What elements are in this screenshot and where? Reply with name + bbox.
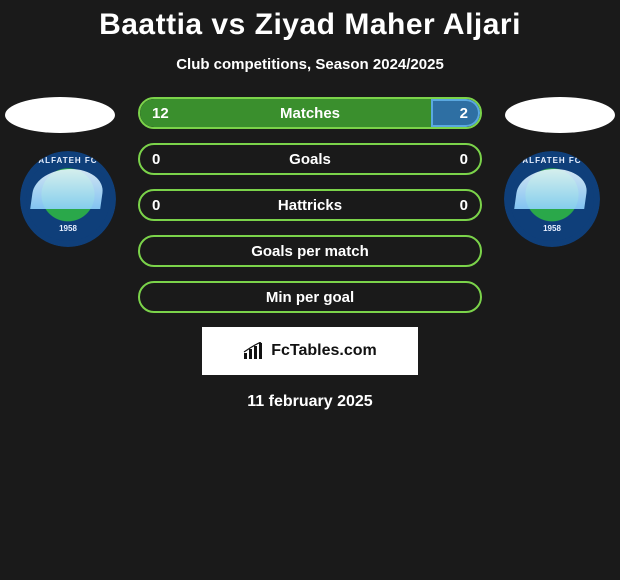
stat-label: Hattricks [278, 197, 342, 214]
stat-label: Matches [280, 105, 340, 122]
stat-row: 0 0 Goals [138, 143, 482, 175]
subtitle: Club competitions, Season 2024/2025 [0, 56, 620, 73]
stat-value-left: 0 [152, 197, 160, 214]
stat-fill-right [431, 99, 480, 127]
stat-row: Goals per match [138, 235, 482, 267]
stat-value-left: 0 [152, 151, 160, 168]
stat-label: Goals per match [251, 243, 369, 260]
stat-value-right: 2 [460, 105, 468, 122]
badge-text-right: ALFATEH FC [504, 156, 600, 165]
badge-year-right: 1958 [504, 224, 600, 233]
player-photo-right [505, 97, 615, 133]
page-title: Baattia vs Ziyad Maher Aljari [0, 8, 620, 42]
stat-label: Min per goal [266, 289, 354, 306]
stat-row: Min per goal [138, 281, 482, 313]
stat-value-right: 0 [460, 151, 468, 168]
club-badge-right: ALFATEH FC 1958 [504, 151, 600, 247]
comparison-infographic: Baattia vs Ziyad Maher Aljari Club compe… [0, 0, 620, 411]
main-area: ALFATEH FC 1958 ALFATEH FC 1958 12 2 Match… [0, 97, 620, 411]
stats-list: 12 2 Matches 0 0 Goals 0 0 Hattricks Goals per ma… [138, 97, 482, 313]
bar-chart-icon [243, 342, 265, 360]
badge-text-left: ALFATEH FC [20, 156, 116, 165]
watermark: FcTables.com [202, 327, 418, 375]
club-badge-left: ALFATEH FC 1958 [20, 151, 116, 247]
date-label: 11 february 2025 [0, 393, 620, 411]
stat-value-left: 12 [152, 105, 169, 122]
stat-label: Goals [289, 151, 331, 168]
player-photo-left [5, 97, 115, 133]
watermark-text: FcTables.com [271, 342, 377, 360]
stat-row: 12 2 Matches [138, 97, 482, 129]
stat-row: 0 0 Hattricks [138, 189, 482, 221]
badge-year-left: 1958 [20, 224, 116, 233]
stat-value-right: 0 [460, 197, 468, 214]
